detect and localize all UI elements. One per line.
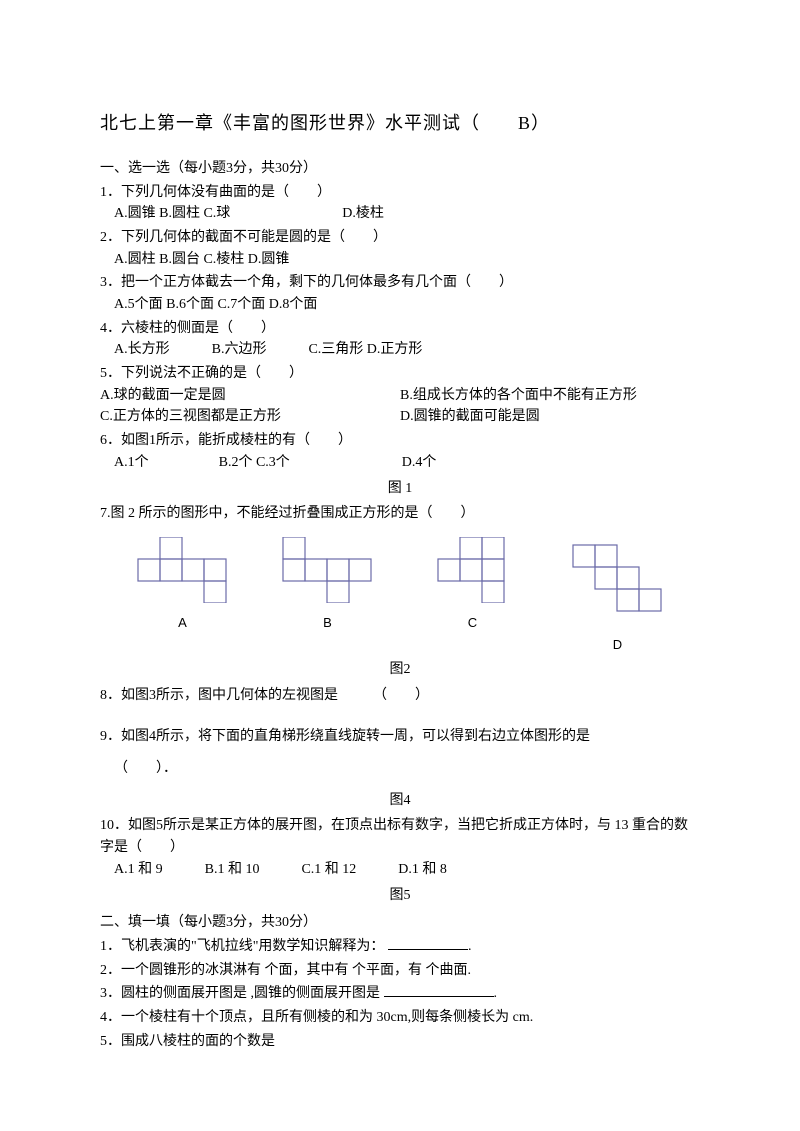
q5-options: A.球的截面一定是圆 B.组成长方体的各个面中不能有正方形 xyxy=(100,385,700,407)
q7-nets: A B C D xyxy=(100,537,700,655)
fill1: 1．飞机表演的"飞机拉线"用数学知识解释为： . xyxy=(100,936,700,958)
net-b: B xyxy=(273,537,383,655)
q5-opt-d: D.圆锥的截面可能是圆 xyxy=(400,406,700,428)
figure5-label: 图5 xyxy=(100,885,700,907)
net-c: C xyxy=(418,537,528,655)
fill5: 5．围成八棱柱的面的个数是 xyxy=(100,1031,700,1053)
q6-stem: 6．如图1所示，能折成棱柱的有（ ） xyxy=(100,430,700,452)
net-a-label: A xyxy=(178,613,187,633)
fill4: 4．一个棱柱有十个顶点，且所有侧棱的和为 30cm,则每条侧棱长为 cm. xyxy=(100,1007,700,1029)
q5-options-row2: C.正方体的三视图都是正方形 D.圆锥的截面可能是圆 xyxy=(100,406,700,428)
fill1-text: 1．飞机表演的"飞机拉线"用数学知识解释为： xyxy=(100,939,384,954)
q5-opt-a: A.球的截面一定是圆 xyxy=(100,385,400,407)
figure1-label: 图 1 xyxy=(100,478,700,500)
net-d-label: D xyxy=(613,635,622,655)
q9-stem: 9．如图4所示，将下面的直角梯形绕直线旋转一周，可以得到右边立体图形的是 xyxy=(100,726,700,748)
q7-stem: 7.图 2 所示的图形中，不能经过折叠围成正方形的是（ ） xyxy=(100,503,700,525)
q10-options: A.1 和 9 B.1 和 10 C.1 和 12 D.1 和 8 xyxy=(100,859,700,881)
q3-options: A.5个面 B.6个面 C.7个面 D.8个面 xyxy=(100,294,700,316)
q5-opt-b: B.组成长方体的各个面中不能有正方形 xyxy=(400,385,700,407)
net-b-svg xyxy=(273,537,383,603)
q5-opt-c: C.正方体的三视图都是正方形 xyxy=(100,406,400,428)
q9-paren: （ ）． xyxy=(100,758,700,780)
figure4-label: 图4 xyxy=(100,790,700,812)
net-a: A xyxy=(128,537,238,655)
section1-heading: 一、选一选（每小题3分，共30分） xyxy=(100,158,700,180)
net-b-label: B xyxy=(323,613,332,633)
q10-stem: 10．如图5所示是某正方体的展开图，在顶点出标有数字，当把它折成正方体时，与 1… xyxy=(100,815,700,858)
q1-stem: 1．下列几何体没有曲面的是（ ） xyxy=(100,182,700,204)
fill3-text: 3．圆柱的侧面展开图是 ,圆锥的侧面展开图是 xyxy=(100,986,380,1001)
q2-stem: 2．下列几何体的截面不可能是圆的是（ ） xyxy=(100,227,700,249)
net-c-svg xyxy=(418,537,528,603)
fill3: 3．圆柱的侧面展开图是 ,圆锥的侧面展开图是 . xyxy=(100,983,700,1005)
figure2-label: 图2 xyxy=(100,659,700,681)
net-d: D xyxy=(563,537,673,655)
q3-stem: 3．把一个正方体截去一个角，剩下的几何体最多有几个面（ ） xyxy=(100,272,700,294)
page-title: 北七上第一章《丰富的图形世界》水平测试（ B） xyxy=(100,110,700,138)
fill2: 2．一个圆锥形的冰淇淋有 个面，其中有 个平面，有 个曲面. xyxy=(100,960,700,982)
q8-stem: 8．如图3所示，图中几何体的左视图是 （ ） xyxy=(100,685,700,707)
net-a-svg xyxy=(128,537,238,603)
q4-options: A.长方形 B.六边形 C.三角形 D.正方形 xyxy=(100,339,700,361)
q2-options: A.圆柱 B.圆台 C.棱柱 D.圆锥 xyxy=(100,249,700,271)
q5-stem: 5．下列说法不正确的是（ ） xyxy=(100,363,700,385)
fill1-blank xyxy=(388,936,468,950)
net-d-svg xyxy=(563,537,673,625)
section2-heading: 二、填一填（每小题3分，共30分） xyxy=(100,912,700,934)
q6-options: A.1个 B.2个 C.3个 D.4个 xyxy=(100,452,700,474)
fill3-blank xyxy=(384,983,494,997)
q4-stem: 4．六棱柱的侧面是（ ） xyxy=(100,318,700,340)
q1-options: A.圆锥 B.圆柱 C.球 D.棱柱 xyxy=(100,203,700,225)
net-c-label: C xyxy=(468,613,477,633)
